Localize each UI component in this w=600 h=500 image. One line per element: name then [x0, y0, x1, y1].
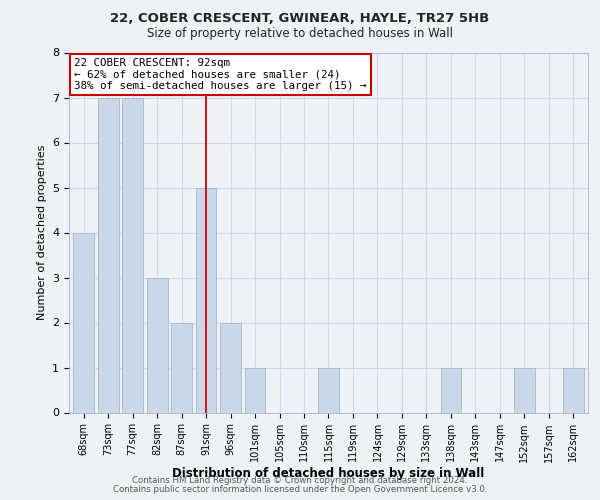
Text: Contains HM Land Registry data © Crown copyright and database right 2024.: Contains HM Land Registry data © Crown c…	[132, 476, 468, 485]
Bar	[147, 278, 167, 412]
Bar	[220, 322, 241, 412]
Bar	[122, 98, 143, 412]
Bar	[440, 368, 461, 412]
X-axis label: Distribution of detached houses by size in Wall: Distribution of detached houses by size …	[172, 467, 485, 480]
Bar	[171, 322, 192, 412]
Text: 22 COBER CRESCENT: 92sqm
← 62% of detached houses are smaller (24)
38% of semi-d: 22 COBER CRESCENT: 92sqm ← 62% of detach…	[74, 58, 367, 91]
Text: Contains public sector information licensed under the Open Government Licence v3: Contains public sector information licen…	[113, 485, 487, 494]
Bar	[245, 368, 265, 412]
Bar	[563, 368, 584, 412]
Bar	[196, 188, 217, 412]
Y-axis label: Number of detached properties: Number of detached properties	[37, 145, 47, 320]
Text: 22, COBER CRESCENT, GWINEAR, HAYLE, TR27 5HB: 22, COBER CRESCENT, GWINEAR, HAYLE, TR27…	[110, 12, 490, 26]
Bar	[514, 368, 535, 412]
Bar	[98, 98, 119, 412]
Bar	[318, 368, 339, 412]
Bar	[73, 232, 94, 412]
Text: Size of property relative to detached houses in Wall: Size of property relative to detached ho…	[147, 28, 453, 40]
